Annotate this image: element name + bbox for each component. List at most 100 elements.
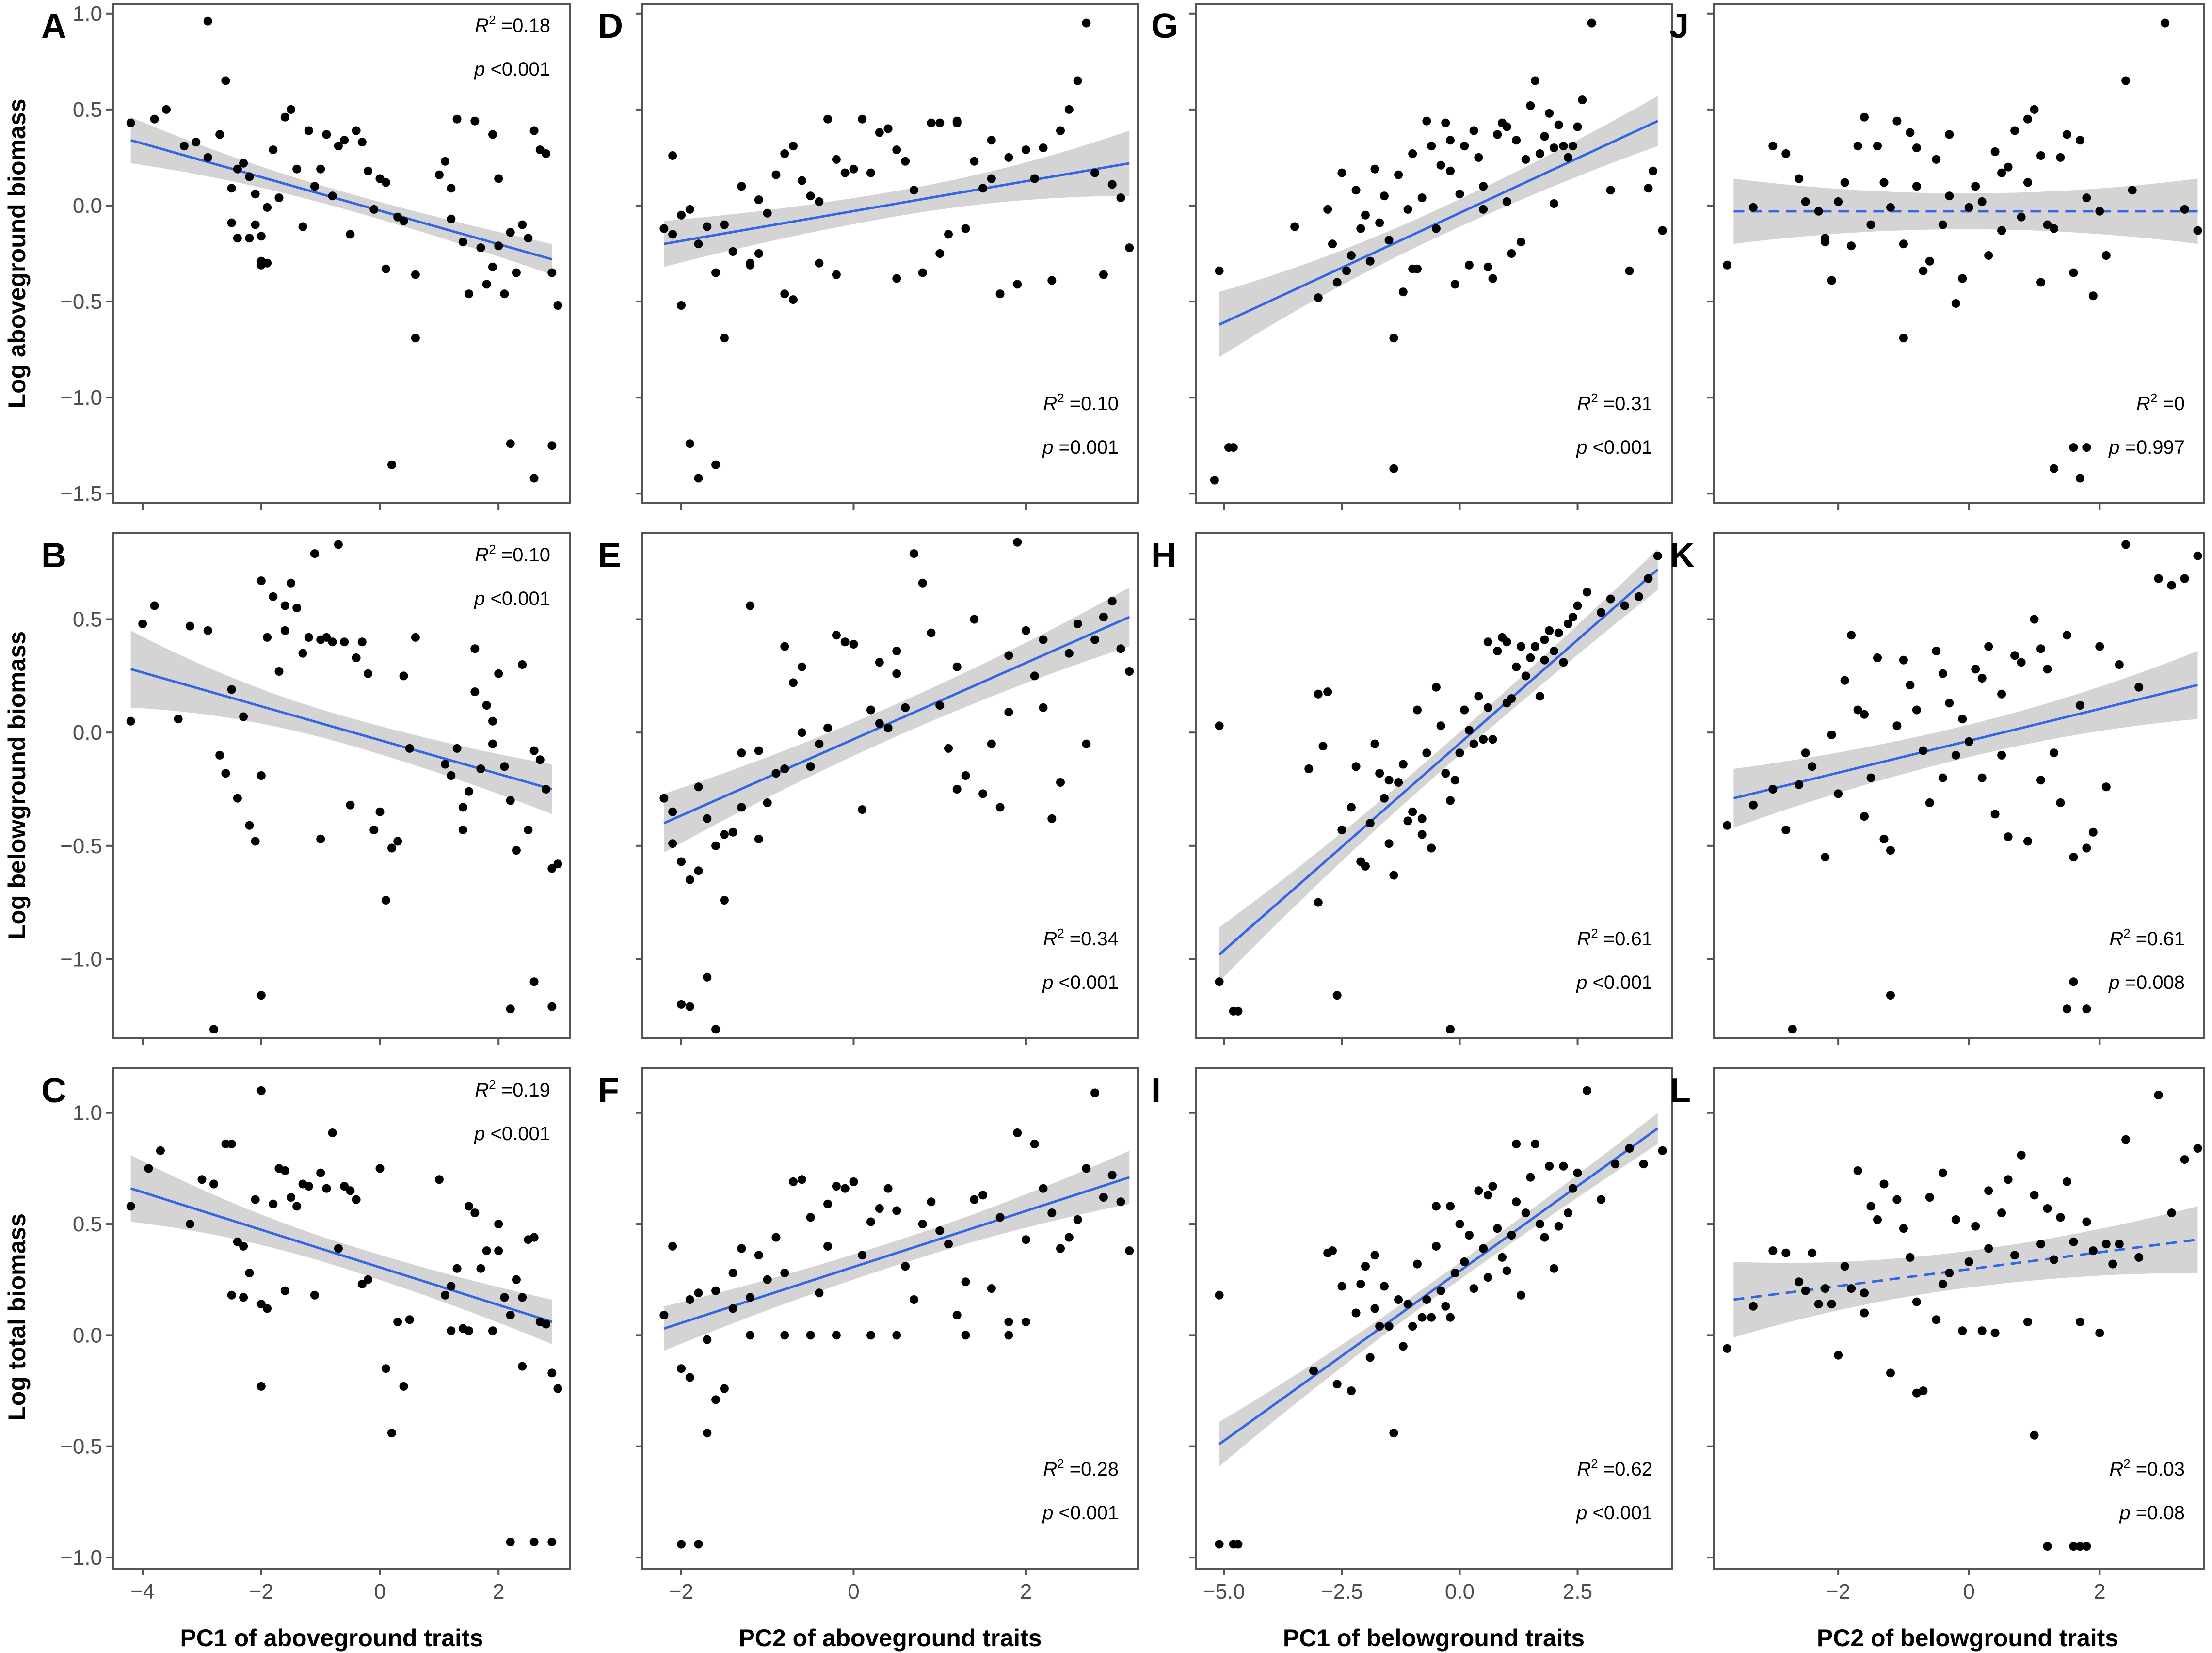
panel-e-data-point xyxy=(694,782,703,792)
panel-l-data-point xyxy=(2108,1259,2117,1269)
panel-a-data-point xyxy=(447,214,456,223)
panel-h-regression-line xyxy=(1218,568,1659,955)
panel-l-data-point xyxy=(2017,1150,2026,1160)
panel-h-data-point xyxy=(1427,843,1436,853)
panel-i-data-point xyxy=(1469,1284,1478,1293)
panel-i-data-point xyxy=(1384,1322,1394,1331)
panel-i-data-point xyxy=(1597,1195,1606,1204)
panel-g-data-point xyxy=(1479,205,1488,214)
panel-i-data-point xyxy=(1559,1161,1568,1171)
panel-h-data-point xyxy=(1379,794,1389,803)
panel-h-data-point xyxy=(1488,735,1497,744)
panel-h-p-label: p <0.001 xyxy=(1576,972,1652,993)
panel-e-data-point xyxy=(1021,626,1030,635)
panel-g-data-point xyxy=(1450,280,1459,289)
panel-i-data-point xyxy=(1507,1231,1516,1240)
panel-i-data-point xyxy=(1455,1220,1464,1229)
panel-c-data-point xyxy=(239,1293,248,1302)
panel-c-data-point xyxy=(209,1179,218,1189)
panel-a-y-tick-label: 0.5 xyxy=(73,98,102,122)
panel-e-data-point xyxy=(883,723,893,732)
panel-e-data-point xyxy=(866,705,875,715)
panel-b-data-point xyxy=(150,601,159,610)
panel-b-data-point xyxy=(316,834,325,843)
panel-f-data-point xyxy=(961,1277,970,1287)
panel-c-data-point xyxy=(328,1128,337,1137)
panel-b-data-point xyxy=(441,760,450,769)
panel-c-data-point xyxy=(518,1362,527,1371)
panel-d-data-point xyxy=(901,157,910,166)
panel-c-y-tick-label: 0.0 xyxy=(73,1323,102,1347)
panel-k-data-point xyxy=(2082,843,2091,853)
panel-k-data-point xyxy=(1853,705,1862,715)
panel-a-data-point xyxy=(470,116,480,126)
panel-f-x-tick-label: 2 xyxy=(1020,1580,1032,1604)
panel-a-data-point xyxy=(274,193,284,203)
panel-d-data-point xyxy=(970,157,979,166)
panel-e-data-point xyxy=(797,662,806,671)
panel-d-data-point xyxy=(659,224,669,233)
panel-g-data-point xyxy=(1229,443,1238,452)
panel-k-data-point xyxy=(1990,810,2000,819)
panel-i-data-point xyxy=(1512,1139,1521,1148)
panel-l-data-point xyxy=(2075,1542,2084,1551)
panel-d-data-point xyxy=(1125,243,1134,253)
panel-f-data-point xyxy=(771,1233,781,1242)
panel-b-data-point xyxy=(405,744,414,753)
panel-a-data-point xyxy=(529,126,539,135)
panel-f-data-point xyxy=(754,1251,763,1260)
panel-i-data-point xyxy=(1346,1386,1356,1396)
panel-c-data-point xyxy=(346,1186,355,1195)
panel-c-data-point xyxy=(322,1184,331,1193)
panel-g-data-point xyxy=(1554,120,1563,129)
panel-k-data-point xyxy=(1919,746,1928,755)
panel-g-r2-label: R2 =0.31 xyxy=(1577,391,1652,414)
panel-k-data-point xyxy=(1938,773,1947,782)
panel-g-data-point xyxy=(1365,256,1375,266)
panel-c-data-point xyxy=(156,1146,165,1155)
panel-b-data-point xyxy=(458,826,467,835)
panel-a-data-point xyxy=(298,222,307,231)
panel-i-data-point xyxy=(1540,1233,1549,1242)
panel-b-y-tick-label: −0.5 xyxy=(60,834,102,858)
panel-i-data-point xyxy=(1639,1160,1648,1169)
panel-i-data-point xyxy=(1516,1290,1525,1300)
panel-a-data-point xyxy=(357,138,367,147)
panel-h-data-point xyxy=(1653,551,1662,560)
panel-l-data-point xyxy=(2121,1135,2131,1144)
panel-g-data-point xyxy=(1422,116,1431,126)
panel-g-data-point xyxy=(1521,155,1530,164)
panel-e-data-point xyxy=(677,1000,686,1009)
panel-a-data-point xyxy=(506,228,515,237)
panel-g-data-point xyxy=(1531,76,1539,85)
panel-c-data-point xyxy=(227,1139,236,1148)
panel-e-data-point xyxy=(1004,708,1013,717)
panel-f-data-point xyxy=(995,1213,1005,1222)
panel-c-data-point xyxy=(447,1282,456,1291)
panel-b-y-tick-label: 0.0 xyxy=(73,721,102,745)
panel-h-data-point xyxy=(1346,803,1356,812)
panel-l-data-point xyxy=(1873,1215,1882,1224)
panel-d-data-point xyxy=(1073,76,1082,85)
panel-d-regression-line xyxy=(664,162,1130,245)
panel-a-data-point xyxy=(482,280,491,289)
panel-c-data-point xyxy=(239,1241,248,1251)
panel-k-data-point xyxy=(1971,665,1980,674)
panel-e-data-point xyxy=(875,719,884,728)
panel-g-data-point xyxy=(1403,205,1412,214)
panel-h-data-point xyxy=(1436,721,1445,731)
panel-i-data-point xyxy=(1417,1313,1427,1322)
panel-h-data-point xyxy=(1521,671,1530,681)
panel-l-data-point xyxy=(1938,1168,1947,1177)
panel-c-data-point xyxy=(441,1290,450,1300)
panel-g-data-point xyxy=(1356,224,1365,233)
panel-l-data-point xyxy=(1748,1302,1758,1311)
panel-b-data-point xyxy=(465,787,473,796)
panel-l-data-point xyxy=(2023,1317,2032,1326)
panel-i-data-point xyxy=(1531,1139,1539,1148)
panel-j-r2-label: R2 =0 xyxy=(2136,391,2185,414)
panel-e-data-point xyxy=(1082,739,1091,748)
panel-g-data-point xyxy=(1502,197,1511,206)
panel-c-data-point xyxy=(476,1264,485,1273)
panel-e-p-label: p <0.001 xyxy=(1042,972,1119,993)
